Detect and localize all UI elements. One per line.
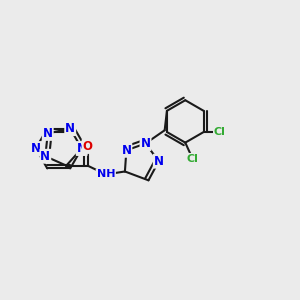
Text: O: O [82,140,92,153]
Text: N: N [140,137,151,150]
Text: N: N [122,144,131,157]
Text: N: N [154,155,164,168]
Text: N: N [43,127,53,140]
Text: N: N [40,150,50,163]
Text: NH: NH [97,169,115,179]
Text: N: N [31,142,41,155]
Text: N: N [65,122,75,135]
Text: Cl: Cl [214,127,226,137]
Text: Cl: Cl [187,154,199,164]
Text: N: N [77,142,87,155]
